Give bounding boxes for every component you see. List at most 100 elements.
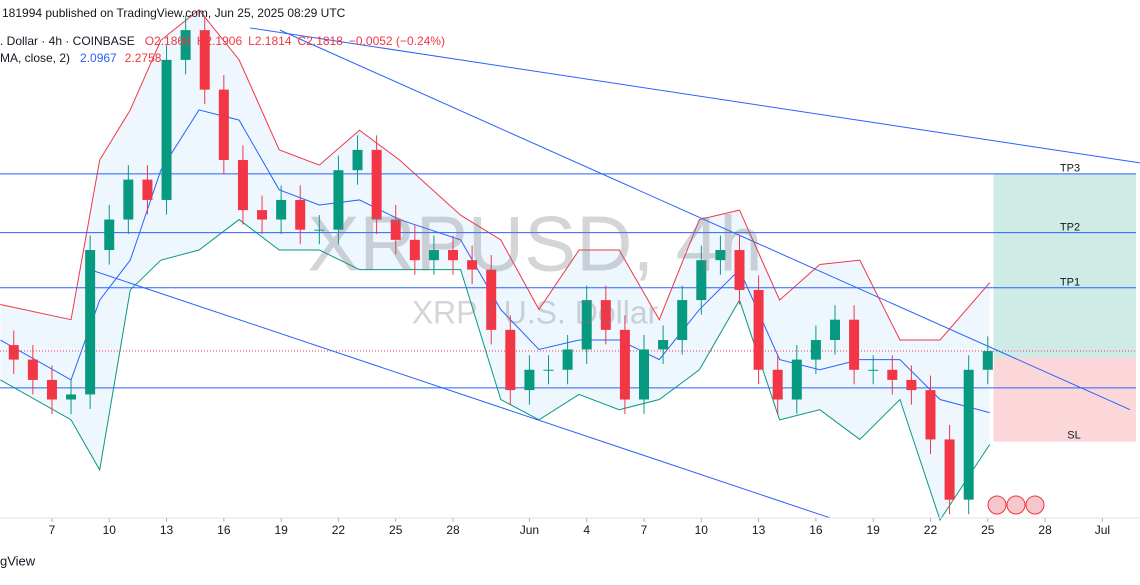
candle-body [639, 349, 650, 400]
candle-body [982, 351, 993, 370]
candle-body [333, 170, 344, 230]
candle-body [180, 30, 191, 60]
x-tick-label: Jul [1095, 523, 1110, 537]
candle-body [27, 359, 38, 380]
flag-icons [987, 495, 1045, 515]
candle-body [276, 199, 287, 220]
target-zone [993, 173, 1136, 358]
x-tick-label: 25 [389, 523, 403, 537]
band-fill [0, 9, 990, 520]
candle-body [142, 179, 153, 200]
ohlc-value: H2.1906 [197, 34, 243, 48]
x-tick-label: Jun [520, 523, 539, 537]
x-tick-label: 7 [641, 523, 648, 537]
trendline [249, 27, 1140, 164]
candle-body [581, 300, 592, 350]
candle-body [467, 260, 478, 270]
candle-body [696, 260, 707, 301]
candle-body [944, 439, 955, 500]
watermark: XRPUSD, 4h [307, 200, 762, 288]
candle-body [371, 149, 382, 220]
candle-body [849, 319, 860, 370]
candle-body [428, 250, 439, 261]
candle-body [199, 30, 210, 90]
x-tick-label: 13 [752, 523, 766, 537]
candle-body [161, 59, 172, 200]
candle-body [963, 369, 974, 500]
candle-body [600, 300, 611, 330]
ohlc-value: −0.0052 (−0.24%) [349, 34, 445, 48]
candle-body [868, 369, 879, 371]
trendline [279, 29, 1131, 411]
x-tick-label: 4 [583, 523, 590, 537]
candle-body [887, 369, 898, 380]
candle-body [543, 369, 554, 371]
candle-body [715, 250, 726, 261]
candle-body [753, 289, 764, 370]
indicator-value: 2.0967 [80, 51, 117, 65]
x-tick-label: 25 [981, 523, 995, 537]
stop-zone [993, 357, 1136, 442]
band-upper [0, 9, 991, 341]
candle-body [295, 199, 306, 230]
candle-body [791, 359, 802, 400]
level-label: TP3 [1060, 163, 1080, 175]
candle-body [829, 319, 840, 341]
x-tick-label: 19 [274, 523, 288, 537]
candle-body [8, 345, 19, 360]
indicator-line: MA, close, 2) [0, 51, 70, 65]
x-tick-label: 22 [332, 523, 346, 537]
x-tick-label: 13 [160, 523, 174, 537]
footer: gView [0, 553, 36, 568]
candle-body [237, 160, 248, 211]
candle-body [409, 239, 420, 261]
candle-body [123, 179, 134, 220]
x-tick-label: 16 [809, 523, 823, 537]
candle-body [390, 219, 401, 240]
candle-body [352, 149, 363, 171]
candle-body [619, 329, 630, 400]
candle-body [925, 390, 936, 440]
band-basis [0, 109, 990, 414]
candle-body [734, 250, 745, 290]
ohlc-value: L2.1814 [248, 34, 292, 48]
candle-body [677, 300, 688, 341]
x-tick-label: 10 [103, 523, 117, 537]
candle-body [66, 394, 77, 400]
candle-body [314, 229, 325, 231]
candle-body [448, 250, 459, 261]
ohlc-value: O2.1868 [145, 34, 191, 48]
level-label: TP1 [1060, 277, 1080, 289]
plot-area [0, 9, 1140, 522]
candle-body [257, 210, 268, 220]
candle-body [85, 250, 96, 395]
indicator-value: 2.2758 [125, 51, 162, 65]
ohlc-value: C2.1818 [298, 34, 344, 48]
x-tick-label: 16 [217, 523, 231, 537]
x-tick-label: 28 [446, 523, 460, 537]
candle-body [772, 369, 783, 400]
x-tick-label: 10 [695, 523, 709, 537]
stop-label: SL [1067, 430, 1080, 442]
watermark-sub: XRP / U.S. Dollar [412, 294, 659, 330]
candle-body [658, 340, 669, 350]
candle-body [524, 369, 535, 391]
x-tick-label: 28 [1038, 523, 1052, 537]
candle-body [218, 89, 229, 161]
candle-body [906, 379, 917, 391]
symbol-line: . Dollar · 4h · COINBASE [0, 34, 135, 48]
level-label: TP2 [1060, 222, 1080, 234]
trendline [89, 269, 830, 519]
candle-body [46, 379, 57, 400]
x-tick-label: 22 [924, 523, 938, 537]
candle-body [104, 219, 115, 251]
x-tick-label: 7 [49, 523, 56, 537]
candle-body [486, 269, 497, 330]
candle-body [562, 349, 573, 370]
candle-body [505, 329, 516, 391]
header: 181994 published on TradingView.com, Jun… [2, 6, 346, 20]
x-tick-label: 19 [867, 523, 881, 537]
candle-body [810, 340, 821, 360]
band-lower [0, 218, 991, 522]
